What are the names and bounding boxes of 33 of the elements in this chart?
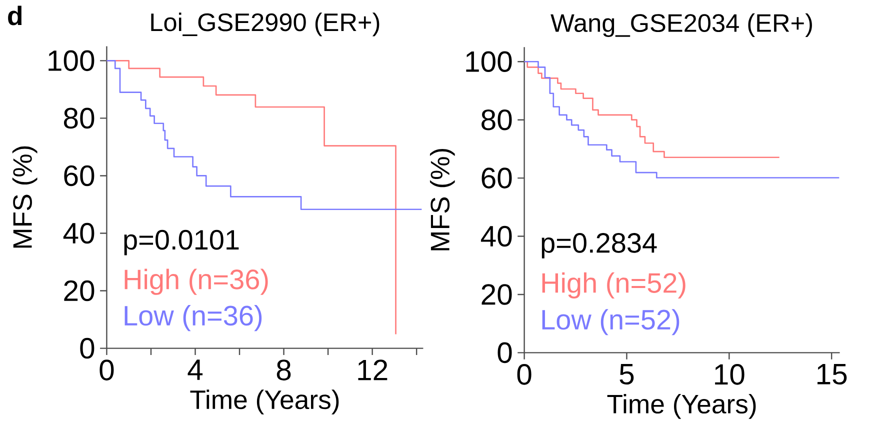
text: Low (n=36) (124, 305, 262, 332)
x-axis-title: Time (Years) (190, 390, 339, 414)
y-tick-label: 100 (466, 51, 512, 72)
annotation: p=0.2834 (542, 233, 657, 258)
y-tick-label: 20 (64, 280, 94, 302)
x-tick-label: 0 (100, 360, 114, 380)
x-tick-label: 10 (715, 364, 744, 385)
y-tick-label: 40 (63, 222, 94, 244)
x-tick-label: 4 (188, 360, 203, 380)
text: d (8, 6, 22, 26)
y-tick-label: 0 (498, 342, 512, 364)
text: High (n=36) (124, 268, 268, 295)
y-tick-label: 100 (48, 50, 94, 72)
y-tick-label: 60 (482, 168, 512, 188)
chart-title: Loi_GSE2990 (ER+) (151, 12, 380, 36)
y-tick-label: 60 (64, 165, 94, 186)
x-axis-title: Time (Years) (607, 394, 756, 419)
text: High (n=52) (542, 272, 686, 298)
text: Low (n=52) (542, 309, 680, 336)
y-axis-title: MFS (%) (430, 148, 455, 250)
y-tick-label: 80 (64, 108, 94, 129)
annotation: p=0.0101 (124, 230, 239, 256)
y-tick-label: 80 (482, 109, 512, 130)
x-tick-label: 5 (620, 364, 634, 385)
x-tick-label: 0 (517, 364, 532, 385)
x-tick-label: 12 (358, 360, 388, 380)
y-tick-label: 20 (482, 284, 512, 305)
y-tick-label: 40 (480, 226, 512, 247)
chart-title: Wang_GSE2034 (ER+) (550, 13, 812, 38)
y-tick-label: 0 (80, 338, 94, 359)
x-tick-label: 15 (818, 364, 847, 385)
y-axis-title: MFS (%) (12, 146, 38, 248)
x-tick-label: 8 (276, 360, 291, 380)
